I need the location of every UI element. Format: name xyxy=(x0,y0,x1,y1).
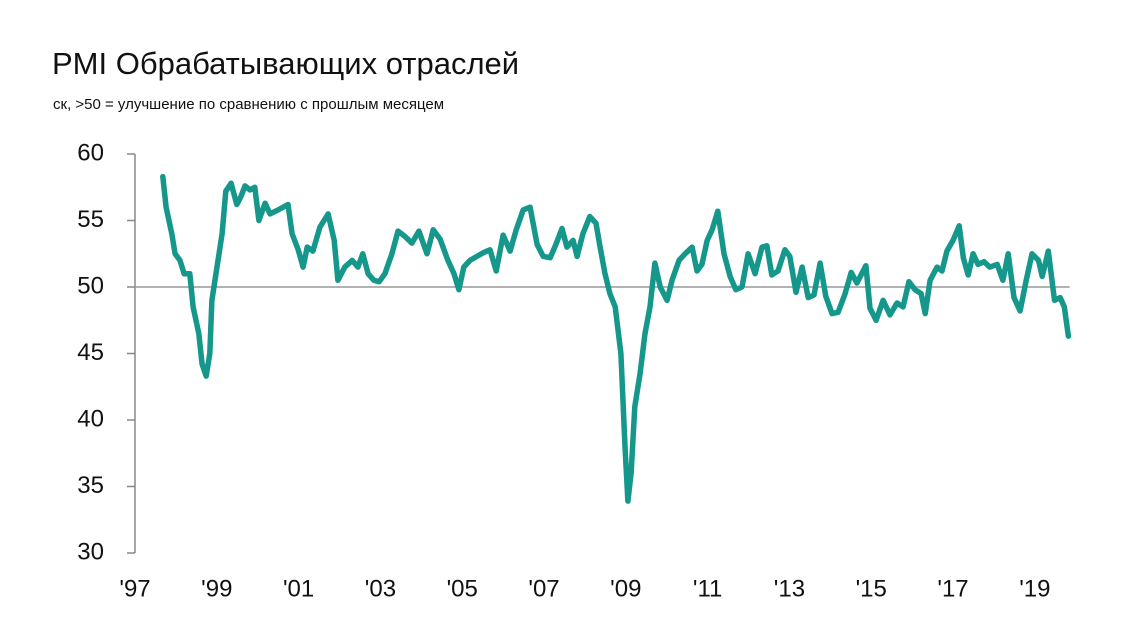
y-tick-label: 45 xyxy=(77,339,104,366)
x-tick-label: '13 xyxy=(774,575,805,602)
y-tick-label: 50 xyxy=(77,272,104,299)
x-tick-label: '01 xyxy=(283,575,314,602)
y-tick-label: 60 xyxy=(77,139,104,166)
x-tick-label: '19 xyxy=(1019,575,1050,602)
x-tick-label: '17 xyxy=(937,575,968,602)
x-tick-label: '99 xyxy=(201,575,232,602)
x-tick-label: '15 xyxy=(856,575,887,602)
chart-title: PMI Обрабатывающих отраслей xyxy=(52,46,519,81)
plot-area: 30 35 40 45 50 55 60 '97 '99 '01 '03 '05 '07 '09 '11 '1… xyxy=(77,139,1072,602)
x-tick-label: '09 xyxy=(610,575,641,602)
x-tick-label: '97 xyxy=(119,575,150,602)
chart-subtitle: ск, >50 = улучшение по сравнению с прошл… xyxy=(53,96,444,113)
x-tick-label: '07 xyxy=(528,575,559,602)
y-tick-label: 35 xyxy=(77,472,104,499)
y-tick-label: 55 xyxy=(77,206,104,233)
x-tick-label: '11 xyxy=(693,575,723,602)
x-tick-label: '05 xyxy=(447,575,478,602)
data-line xyxy=(160,173,1072,504)
y-tick-label: 40 xyxy=(77,405,104,432)
x-tick-label: '03 xyxy=(365,575,396,602)
y-tick-label: 30 xyxy=(77,538,104,565)
